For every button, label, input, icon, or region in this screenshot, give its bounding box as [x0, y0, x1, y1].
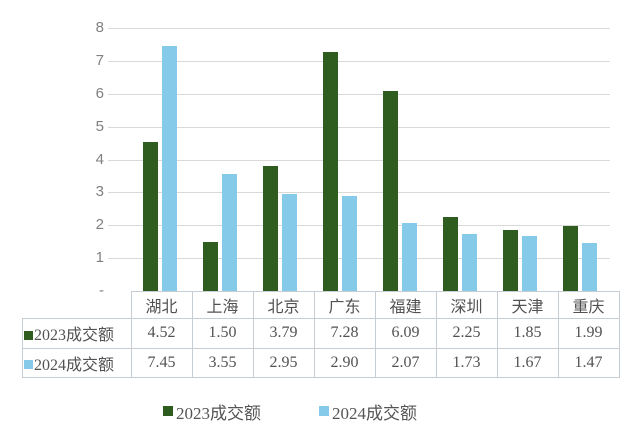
- value-cell: 1.50: [191, 317, 254, 349]
- value-cell: 1.73: [435, 347, 498, 378]
- bar-series2-cat4: [342, 196, 357, 291]
- category-header-cell: 北京: [252, 291, 315, 319]
- table-series-row: 2023成交额 4.52 1.50 3.79 7.28 6.09 2.25 1.85 1.99: [22, 317, 620, 349]
- y-axis-tick-label: 7: [95, 52, 104, 69]
- legend-item: 2023成交额: [163, 399, 261, 424]
- legend-swatch-icon: [319, 406, 329, 416]
- chart-legend: 2023成交额 2024成交额: [0, 398, 580, 424]
- value-cell: 6.09: [374, 317, 437, 349]
- category-header-cell: 湖北: [130, 291, 193, 319]
- legend-label: 2023成交额: [176, 403, 261, 423]
- y-axis-tick-label: 2: [95, 216, 104, 233]
- chart-data-table: 湖北 上海 北京 广东 福建 深圳 天津 重庆 2023成交额 4.52 1.50 3.79 7.28 6…: [22, 291, 620, 378]
- bar-series1-cat4: [323, 52, 338, 291]
- table-corner-cell: [23, 292, 132, 319]
- bar-series1-cat1: [143, 142, 158, 291]
- bar-series2-cat1: [162, 46, 177, 291]
- gridline-y6: [108, 94, 610, 95]
- y-axis-tick-label: 6: [95, 85, 104, 102]
- value-cell: 1.99: [557, 317, 620, 349]
- gridline-y7: [108, 61, 610, 62]
- bar-series2-cat5: [402, 223, 417, 291]
- y-axis-tick-label: -: [99, 282, 104, 299]
- category-header-cell: 福建: [374, 291, 437, 319]
- bar-series1-cat6: [443, 217, 458, 291]
- category-header-cell: 重庆: [557, 291, 620, 319]
- value-cell: 2.07: [374, 347, 437, 378]
- legend-swatch-icon: [163, 406, 173, 416]
- y-axis-tick-label: 1: [95, 249, 104, 266]
- legend-label: 2024成交额: [332, 403, 417, 423]
- bar-series2-cat8: [582, 243, 597, 291]
- bar-series1-cat5: [383, 91, 398, 291]
- bar-series1-cat7: [503, 230, 518, 291]
- category-header-cell: 上海: [191, 291, 254, 319]
- series-swatch-icon: [24, 330, 33, 340]
- table-series-row: 2024成交额 7.45 3.55 2.95 2.90 2.07 1.73 1.67 1.47: [22, 347, 620, 378]
- value-cell: 1.67: [496, 347, 559, 378]
- bar-series2-cat7: [522, 236, 537, 291]
- value-cell: 7.45: [130, 347, 193, 378]
- value-cell: 3.55: [191, 347, 254, 378]
- series-label-cell: 2024成交额: [22, 347, 132, 378]
- gridline-y4: [108, 160, 610, 161]
- y-axis-tick-label: 8: [95, 19, 104, 36]
- gridline-y1: [108, 258, 610, 259]
- value-cell: 2.25: [435, 317, 498, 349]
- category-header-cell: 广东: [313, 291, 376, 319]
- y-axis-tick-label: 5: [95, 118, 104, 135]
- bar-series2-cat2: [222, 174, 237, 291]
- value-cell: 7.28: [313, 317, 376, 349]
- gridline-y8: [108, 28, 610, 29]
- value-cell: 1.47: [557, 347, 620, 378]
- gridline-y2: [108, 225, 610, 226]
- value-cell: 4.52: [130, 317, 193, 349]
- gridline-y5: [108, 127, 610, 128]
- bar-series1-cat2: [203, 242, 218, 291]
- legend-item: 2024成交额: [319, 399, 417, 424]
- category-header-cell: 深圳: [435, 291, 498, 319]
- category-header-cell: 天津: [496, 291, 559, 319]
- y-axis-tick-label: 3: [95, 183, 104, 200]
- value-cell: 3.79: [252, 317, 315, 349]
- series-label-cell: 2023成交额: [22, 317, 132, 349]
- bar-series2-cat3: [282, 194, 297, 291]
- table-header-row: 湖北 上海 北京 广东 福建 深圳 天津 重庆: [23, 291, 620, 319]
- value-cell: 2.90: [313, 347, 376, 378]
- bar-series1-cat8: [563, 226, 578, 291]
- y-axis-tick-label: 4: [95, 151, 104, 168]
- bar-series1-cat3: [263, 166, 278, 291]
- series-swatch-icon: [24, 360, 33, 370]
- bar-series2-cat6: [462, 234, 477, 291]
- value-cell: 2.95: [252, 347, 315, 378]
- value-cell: 1.85: [496, 317, 559, 349]
- gridline-y3: [108, 192, 610, 193]
